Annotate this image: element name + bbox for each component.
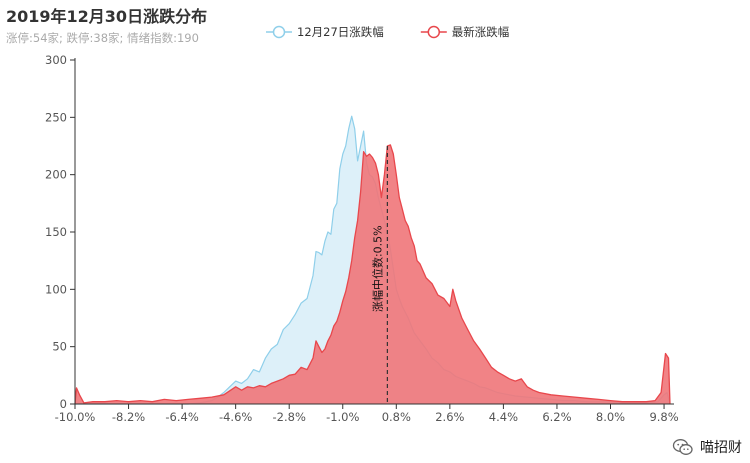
chart-subtitle: 涨停:54家; 跌停:38家; 情绪指数:190 [6,31,199,45]
x-tick-label: 2.6% [435,410,464,424]
x-tick-label: 4.4% [489,410,518,424]
y-tick-label: 50 [52,340,67,354]
y-tick-label: 0 [60,397,67,411]
legend-label: 最新涨跌幅 [452,25,510,39]
x-tick-label: -8.2% [112,410,145,424]
y-tick-label: 100 [45,282,67,296]
y-tick-label: 300 [45,53,67,67]
x-tick-label: 8.0% [596,410,625,424]
legend-marker [427,25,441,39]
y-tick-label: 150 [45,225,67,239]
series-latest-area [75,144,670,404]
x-tick-label: -4.6% [219,410,252,424]
watermark-label: 喵招财 [700,440,742,456]
x-tick-label: -10.0% [55,410,96,424]
y-tick-label: 250 [45,110,67,124]
chart-title: 2019年12月30日涨跌分布 [6,7,208,26]
series-latest-line [74,144,671,405]
median-label: 涨幅中位数:0.5% [370,225,384,312]
y-tick-label: 200 [45,168,67,182]
x-tick-label: -1.0% [326,410,359,424]
legend-marker [272,25,286,39]
x-tick-label: 6.2% [542,410,571,424]
watermark: 喵招财 [672,437,742,457]
legend-label: 12月27日涨跌幅 [297,25,384,39]
x-tick-label: 0.8% [382,410,411,424]
wechat-icon [672,438,694,456]
x-tick-label: 9.8% [649,410,678,424]
x-tick-label: -6.4% [165,410,198,424]
x-tick-label: -2.8% [273,410,306,424]
